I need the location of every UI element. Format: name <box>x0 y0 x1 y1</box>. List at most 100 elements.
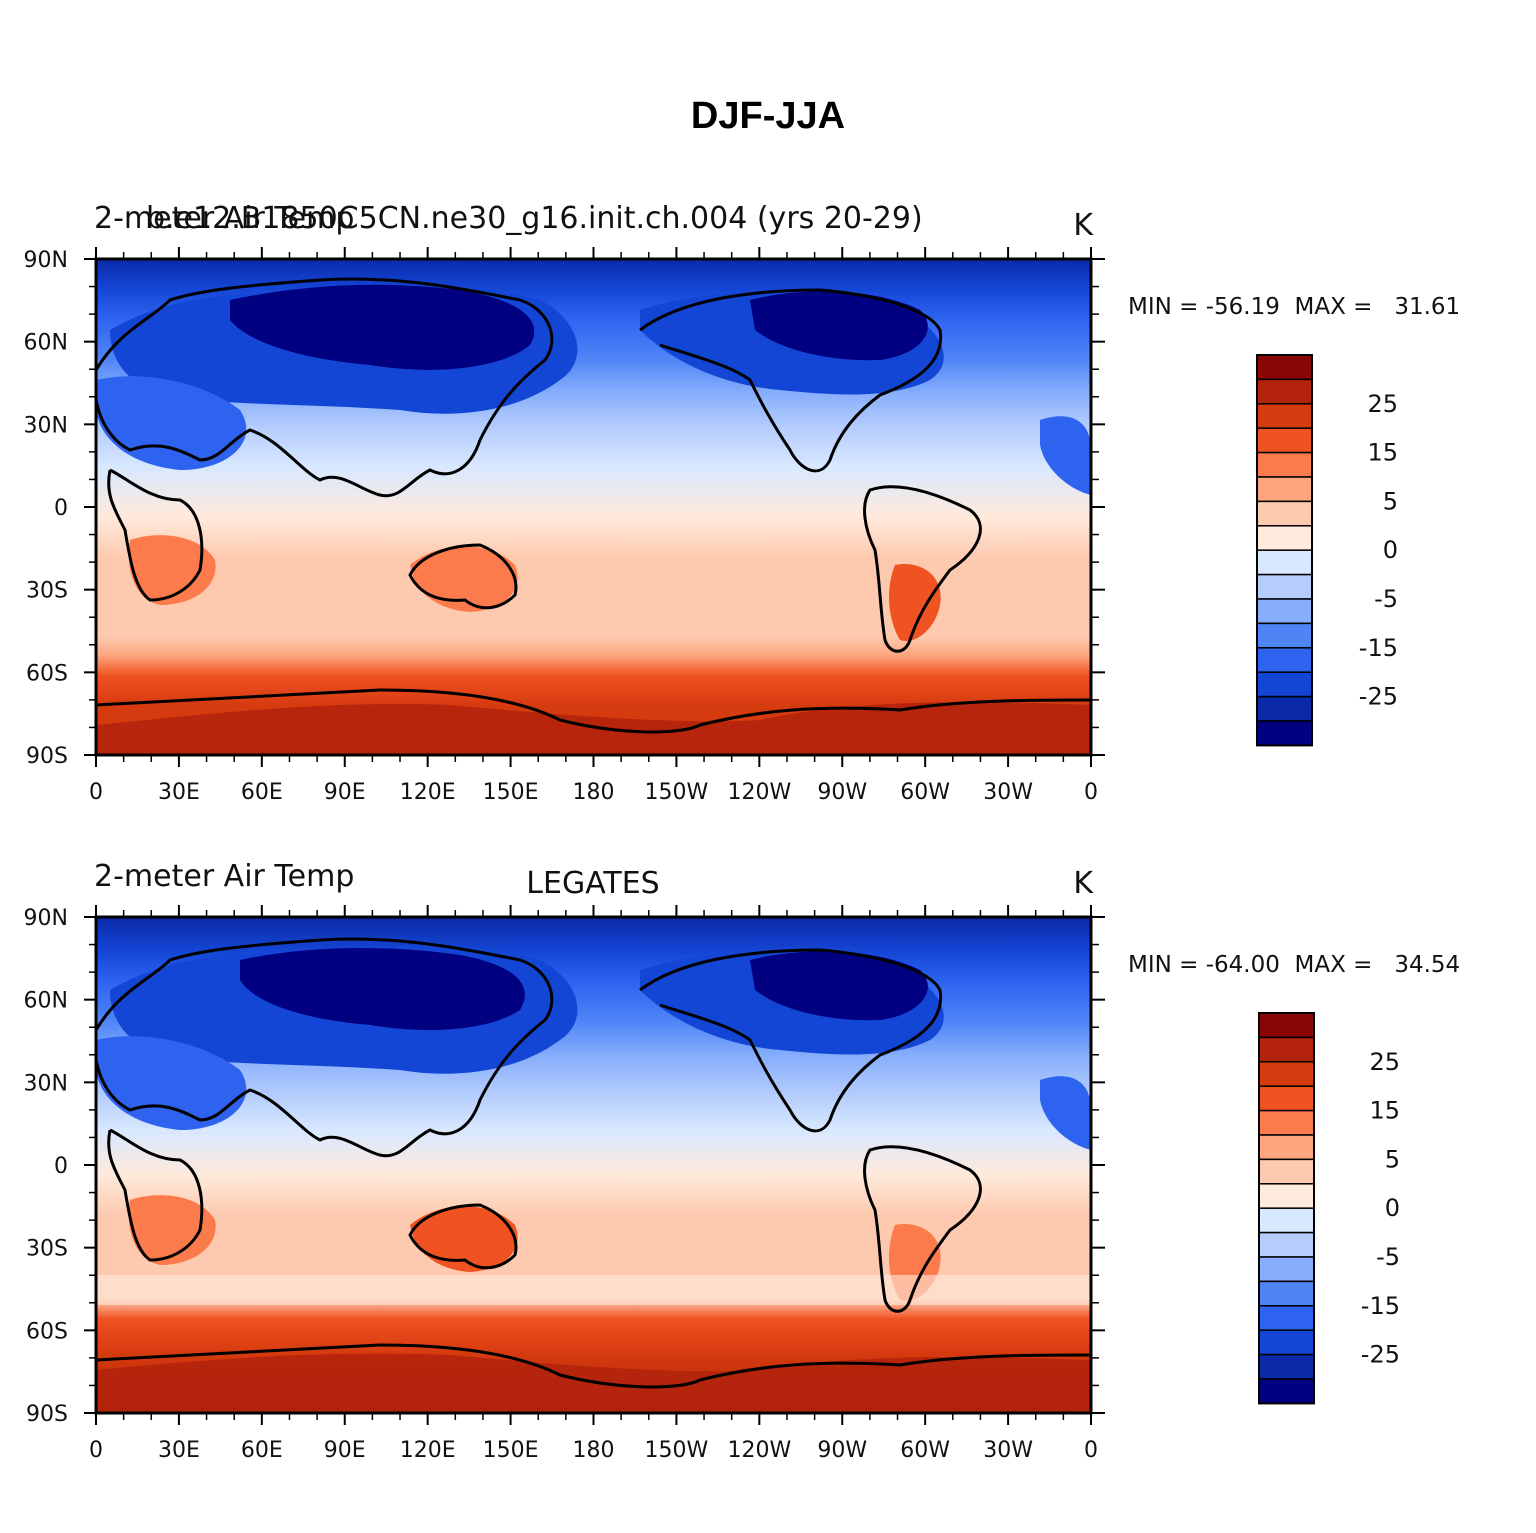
panel-obs-ytick-label: 30S <box>26 1237 68 1262</box>
panel-model-colorbar-frame <box>1256 354 1313 747</box>
panel-model-canada-coldest <box>750 291 928 361</box>
panel-model-colorbar-label: -5 <box>1374 585 1398 613</box>
panel-obs-colorbar-label: 15 <box>1369 1097 1400 1125</box>
panel-model-xtick-label: 150W <box>645 780 709 805</box>
panel-obs-colorbar-box <box>1258 1256 1315 1283</box>
panel-obs-colorbar-box <box>1258 1353 1315 1380</box>
panel-model-ytick-label: 30N <box>24 413 68 438</box>
panel-obs-colorbar-box <box>1258 1207 1315 1234</box>
panel-obs-xtick-label: 30W <box>983 1438 1033 1463</box>
panel-model-map-field <box>96 259 1091 755</box>
panel-obs-colorbar-box <box>1258 1183 1315 1209</box>
panel-model-axes: 0 30E 60E 90E 120E 150E 180 150W 120W 90W 60W 30W 09… <box>24 247 1105 805</box>
panel-model-ytick-label: 90N <box>24 248 68 273</box>
panel-obs-xtick-label: 60E <box>241 1438 283 1463</box>
panel-obs-mena-cold <box>96 1036 247 1130</box>
panel-obs-xtick-label: 150W <box>645 1438 709 1463</box>
panel-obs-min-max: MIN = -64.00 MAX = 34.54 <box>1128 952 1460 978</box>
panel-model-colorbar-box <box>1256 427 1313 454</box>
panel-model-colorbar-box <box>1256 671 1313 698</box>
panel-model-colorbar-box <box>1256 695 1313 722</box>
panel-obs-colorbar-frame <box>1258 1012 1315 1405</box>
panel-model-colorbar-box <box>1256 622 1313 649</box>
panel-obs-xtick-label: 120W <box>727 1438 791 1463</box>
panel-obs-colorbar-box <box>1258 1134 1315 1161</box>
panel-obs-map-field <box>96 917 1091 1413</box>
panel-obs-xtick-label: 120E <box>400 1438 456 1463</box>
panel-model-colorbar-box <box>1256 525 1313 551</box>
panel-obs-center-string: LEGATES <box>526 866 659 901</box>
panel-model-colorbar-label: -15 <box>1359 634 1398 662</box>
figure-title: DJF-JJA <box>691 95 845 137</box>
panel-obs-ytick-label: 0 <box>54 1154 68 1179</box>
panel-model-samerica-warm <box>888 564 941 641</box>
panel-obs-colorbar-box <box>1258 1061 1315 1087</box>
panel-obs-colorbar-label: 25 <box>1369 1048 1400 1076</box>
panel-obs-left-string: 2-meter Air Temp <box>94 859 354 894</box>
panel-obs-coast-samerica <box>863 1145 982 1313</box>
panel-model-australia-warm <box>410 546 518 612</box>
panel-model-colorbar-box <box>1256 378 1313 405</box>
panel-model-coast-namerica <box>639 288 943 473</box>
panel-model-xtick-label: 120W <box>727 780 791 805</box>
panel-obs-australia-warm <box>410 1206 518 1272</box>
panel-model-mena-cold <box>96 376 247 470</box>
panel-obs-ytick-label: 90N <box>24 906 68 931</box>
panel-model-africa-warm <box>128 535 216 605</box>
panel-obs-colorbar-box <box>1258 1012 1315 1039</box>
panel-obs: 2-meter Air Temp LEGATES K 0 30E 60E 90 <box>24 859 1461 1463</box>
panel-model-colorbar-label: -25 <box>1359 683 1398 711</box>
panel-obs-colorbar: 25 15 5 0 -5 -15 -25 <box>1258 1012 1400 1405</box>
panel-model-xtick-label: 180 <box>573 780 615 805</box>
panel-model-ytick-label: 90S <box>26 744 68 769</box>
panel-model-coast-samerica <box>863 485 982 653</box>
panel-obs-colorbar-box <box>1258 1280 1315 1307</box>
panel-model-colorbar-box <box>1256 500 1313 527</box>
panel-model-colorbar-box <box>1256 573 1313 600</box>
panel-obs-canada-coldest <box>750 951 928 1021</box>
panel-model-colorbar-box <box>1256 354 1313 381</box>
panel-model-xtick-label: 30W <box>983 780 1033 805</box>
panel-model-colorbar-box <box>1256 476 1313 503</box>
panel-model-xtick-label: 60E <box>241 780 283 805</box>
panel-model-ytick-label: 30S <box>26 579 68 604</box>
panel-model-coastlines <box>96 277 1091 734</box>
panel-model-units: K <box>1073 208 1094 243</box>
panel-model-colorbar: 25 15 5 0 -5 -15 -25 <box>1256 354 1398 747</box>
panel-obs-coast-antarctica <box>96 1343 1091 1389</box>
panel-model-colorbar-box <box>1256 720 1313 747</box>
panel-obs-colorbar-box <box>1258 1378 1315 1405</box>
panel-obs-colorbar-box <box>1258 1109 1315 1136</box>
panel-obs-colorbar-box <box>1258 1329 1315 1356</box>
panel-obs-xtick-label: 0 <box>89 1438 103 1463</box>
panel-obs-africa-warm <box>128 1195 216 1265</box>
panel-obs-siberia-coldest <box>240 948 525 1030</box>
panel-obs-natl-cold <box>1040 1076 1091 1150</box>
panel-model-ytick-label: 60N <box>24 331 68 356</box>
panel-obs-ytick-label: 60S <box>26 1319 68 1344</box>
panel-obs-colorbar-box <box>1258 1085 1315 1112</box>
panel-obs-xtick-label: 90E <box>324 1438 366 1463</box>
panel-model-siberia-coldest <box>230 284 535 370</box>
panel-obs-colorbar-label: -25 <box>1361 1341 1400 1369</box>
panel-obs-coast-eurasia <box>96 937 554 1158</box>
panel-model-ytick-label: 0 <box>54 496 68 521</box>
panel-model-antarctic-warm <box>96 702 1091 755</box>
panel-model-colorbar-box <box>1256 403 1313 429</box>
panel-model-natl-warm <box>1040 416 1091 495</box>
panel-obs-xtick-label: 180 <box>573 1438 615 1463</box>
panel-model-xtick-label: 0 <box>89 780 103 805</box>
panel-model-xtick-label: 0 <box>1084 780 1098 805</box>
panel-model-coast-antarctica <box>96 688 1091 734</box>
panel-model-colorbar-label: 15 <box>1367 439 1398 467</box>
panel-model-xtick-label: 150E <box>483 780 539 805</box>
panel-obs-colorbar-label: -15 <box>1361 1292 1400 1320</box>
panel-model-colorbar-label: 0 <box>1383 536 1398 564</box>
panel-obs-south-ocean-band <box>96 1275 1091 1305</box>
panel-model-colorbar-box <box>1256 451 1313 478</box>
panel-obs-colorbar-box <box>1258 1231 1315 1258</box>
panel-model-xtick-label: 30E <box>158 780 200 805</box>
panel-obs-xtick-label: 30E <box>158 1438 200 1463</box>
panel-model-colorbar-label: 5 <box>1383 487 1398 515</box>
